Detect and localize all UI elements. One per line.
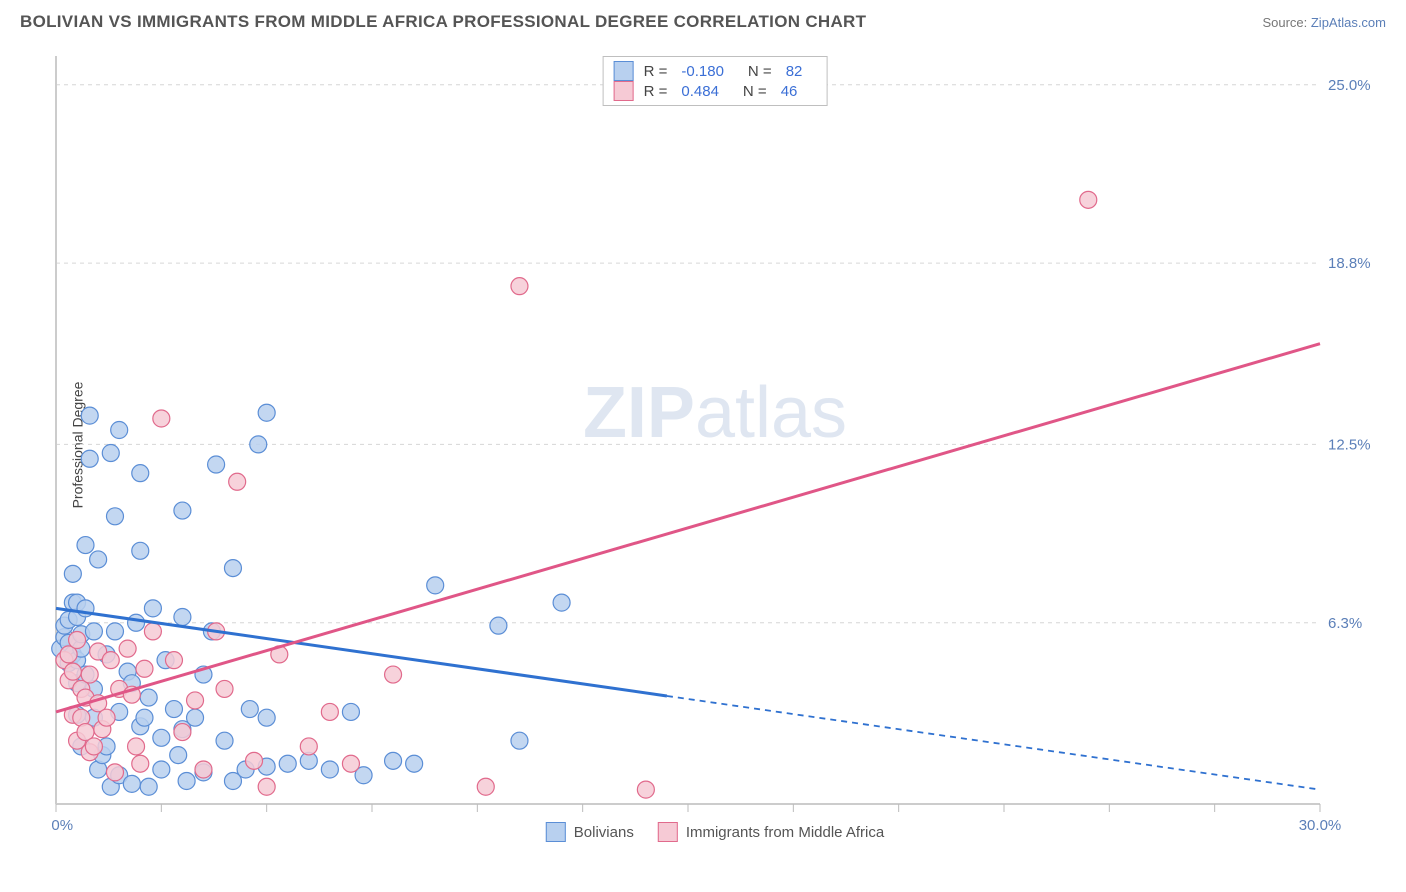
r-label-0: R =	[644, 63, 668, 80]
series-legend-bolivians: Bolivians	[546, 822, 634, 842]
r-value-1: 0.484	[681, 83, 719, 100]
n-value-0: 82	[786, 63, 803, 80]
n-value-1: 46	[781, 83, 798, 100]
r-label-1: R =	[644, 83, 668, 100]
legend-row-bolivians: R = -0.180 N = 82	[614, 61, 817, 81]
swatch-bolivians-2	[546, 822, 566, 842]
legend-row-middleafrica: R = 0.484 N = 46	[614, 81, 817, 101]
series-label-0: Bolivians	[574, 824, 634, 841]
source-link[interactable]: ZipAtlas.com	[1311, 15, 1386, 30]
swatch-bolivians	[614, 61, 634, 81]
series-legend-middleafrica: Immigrants from Middle Africa	[658, 822, 884, 842]
chart-header: BOLIVIAN VS IMMIGRANTS FROM MIDDLE AFRIC…	[0, 0, 1406, 40]
svg-text:18.8%: 18.8%	[1328, 255, 1371, 272]
source-attribution: Source: ZipAtlas.com	[1262, 15, 1386, 30]
svg-text:25.0%: 25.0%	[1328, 77, 1371, 94]
svg-text:6.3%: 6.3%	[1328, 615, 1362, 632]
svg-text:30.0%: 30.0%	[1299, 817, 1342, 834]
n-label-1: N =	[743, 83, 767, 100]
chart-area: Professional Degree ZIPatlas 6.3%12.5%18…	[50, 50, 1380, 840]
svg-text:0.0%: 0.0%	[50, 817, 73, 834]
series-label-1: Immigrants from Middle Africa	[686, 824, 884, 841]
swatch-middleafrica	[614, 81, 634, 101]
n-label-0: N =	[748, 63, 772, 80]
correlation-legend: R = -0.180 N = 82 R = 0.484 N = 46	[603, 56, 828, 106]
series-legend: Bolivians Immigrants from Middle Africa	[546, 822, 884, 842]
chart-title: BOLIVIAN VS IMMIGRANTS FROM MIDDLE AFRIC…	[20, 12, 866, 32]
scatter-plot-svg: 6.3% 12.5% 18.8% 25.0% 0.0% 30.0%	[50, 50, 1380, 840]
swatch-middleafrica-2	[658, 822, 678, 842]
r-value-0: -0.180	[681, 63, 724, 80]
source-label: Source:	[1262, 15, 1310, 30]
svg-text:12.5%: 12.5%	[1328, 436, 1371, 453]
